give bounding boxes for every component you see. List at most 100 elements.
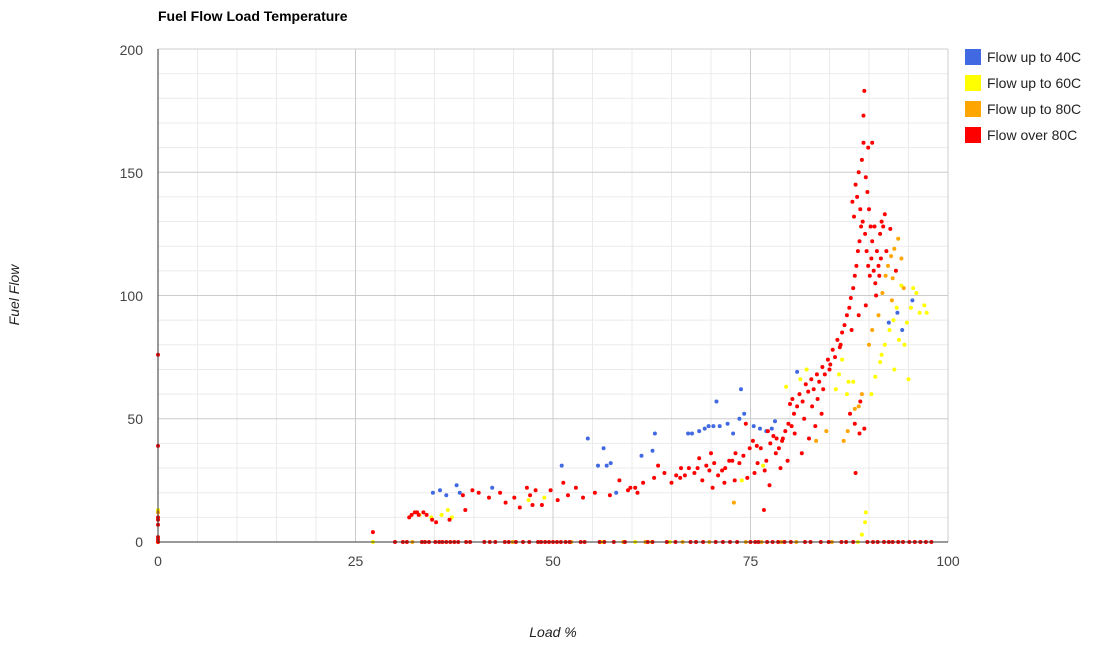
scatter-point [849,328,854,332]
scatter-point [892,367,897,372]
scatter-point [851,379,856,384]
scatter-point [439,512,444,517]
scatter-point [865,190,870,194]
scatter-point [857,239,862,244]
scatter-point [573,485,578,490]
scatter-point [732,478,737,483]
scatter-point [807,436,811,441]
scatter-point [711,424,716,429]
scatter-point [463,508,468,512]
scatter-point [789,424,794,429]
scatter-point [526,498,531,503]
scatter-point [778,466,783,471]
scatter-point [853,182,858,187]
scatter-point [893,268,898,273]
scatter-point [697,456,702,461]
scatter-point [674,473,679,478]
y-tick-label: 50 [127,411,143,427]
scatter-point [887,328,892,332]
scatter-point [751,424,756,429]
scatter-point [725,421,730,426]
scatter-point [717,424,722,429]
scatter-point [566,493,570,498]
scatter-point [601,446,606,451]
scatter-point [882,342,887,347]
scatter-point [856,404,861,409]
scatter-point [872,224,877,229]
legend-swatch [965,49,981,65]
scatter-point [844,313,849,318]
scatter-point [750,438,755,443]
scatter-point [581,495,585,500]
scatter-point [844,392,849,397]
scatter-point [830,347,835,352]
scatter-point [896,236,901,241]
scatter-point [444,493,449,498]
scatter-point [470,488,475,493]
scatter-point [863,231,868,236]
scatter-point [697,429,702,434]
scatter-point [633,485,638,490]
scatter-point [476,490,481,495]
scatter-point [810,404,815,409]
scatter-point [604,463,609,468]
scatter-point [874,249,879,254]
scatter-point [710,485,715,490]
scatter-point [790,397,795,401]
scatter-point [846,379,851,384]
scatter-point [835,337,840,342]
scatter-point [555,498,560,503]
legend-label: Flow up to 80C [987,101,1081,117]
scatter-point [733,451,738,456]
scatter-point [686,466,691,471]
scatter-point [608,461,613,466]
scatter-point [894,305,899,310]
scatter-point [785,458,790,463]
scatter-point [861,113,866,118]
scatter-point [686,431,691,436]
scatter-point [825,357,830,362]
x-axis-title: Load % [529,624,576,640]
scatter-point [867,342,871,347]
scatter-point [758,426,762,431]
scatter-point [899,283,904,288]
scatter-point [755,461,760,466]
scatter-point [712,461,717,466]
scatter-point [682,473,687,478]
scatter-point [866,263,871,268]
scatter-point [457,490,462,495]
scatter-point [856,313,861,318]
scatter-point [702,426,707,431]
scatter-point [902,342,907,347]
scatter-point [814,438,819,443]
legend: Flow up to 40C Flow up to 60C Flow up to… [965,49,1081,143]
scatter-point [876,263,881,268]
scatter-point [430,517,435,522]
scatter-point [517,505,522,510]
scatter-point [840,357,845,362]
scatter-point [447,517,452,522]
scatter-point [811,387,816,392]
scatter-point [889,298,894,303]
scatter-point [859,532,864,537]
scatter-point [792,411,796,416]
scatter-point [730,458,735,463]
scatter-point [901,286,906,291]
scatter-point [758,446,763,451]
scatter-point [662,471,667,475]
scatter-point [813,424,818,429]
scatter-point [882,212,887,217]
scatter-point [877,273,882,278]
scatter-point [503,500,508,505]
scatter-point [884,249,889,254]
scatter-point [878,360,883,365]
scatter-point [859,224,864,229]
scatter-point [859,392,864,397]
scatter-point [498,490,503,495]
scatter-point [817,379,822,384]
scatter-point [850,199,855,204]
scatter-point [752,471,757,475]
scatter-point [445,508,450,512]
scatter-point [769,426,774,431]
scatter-point [870,328,875,332]
